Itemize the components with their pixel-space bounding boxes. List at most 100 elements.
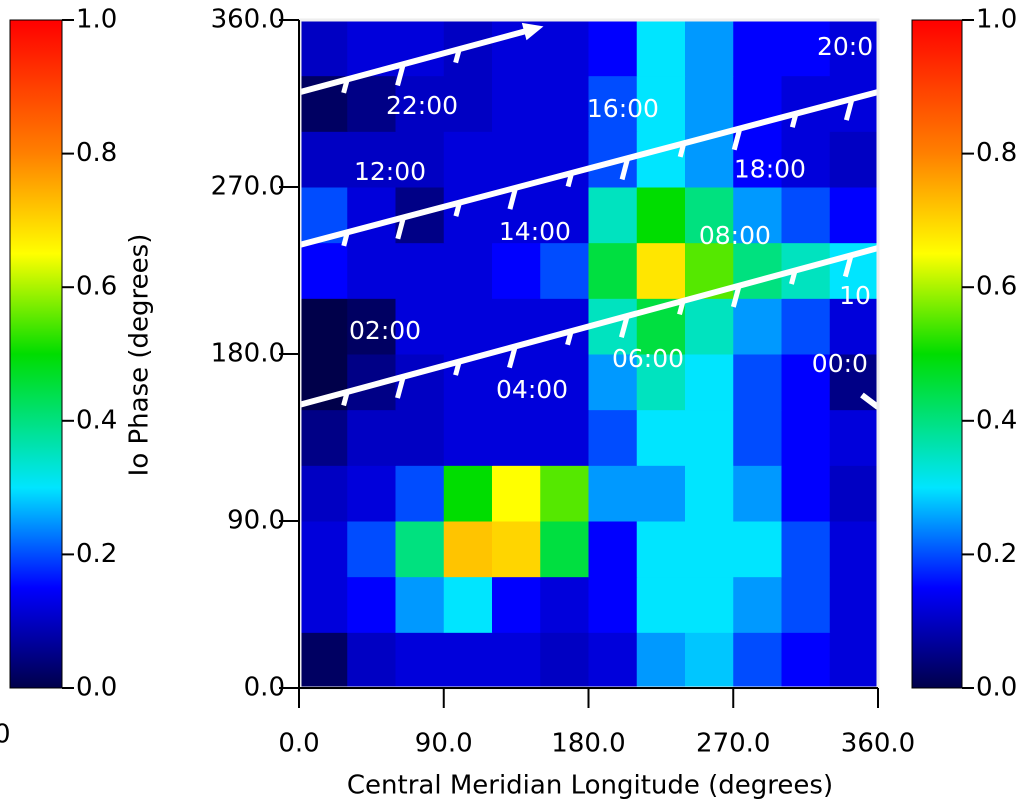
track-tick: [341, 78, 350, 94]
heat-cell: [733, 242, 782, 299]
annotation: 18:00: [734, 154, 806, 183]
heat-cell: [395, 75, 445, 132]
annotation: 06:00: [612, 344, 684, 373]
track-tick: [395, 63, 406, 87]
track-tick: [618, 315, 630, 338]
heat-cell: [685, 20, 734, 77]
heat-cell: [781, 131, 831, 188]
heat-cell: [781, 409, 831, 466]
heat-cell: [540, 187, 589, 244]
heat-cell: [636, 465, 686, 522]
track-tick: [453, 202, 462, 217]
heat-cell: [492, 354, 541, 411]
track-tick: [842, 254, 854, 278]
track-tick: [677, 142, 687, 158]
heat-cell: [636, 521, 686, 578]
heat-cell: [588, 242, 638, 299]
track-tick: [453, 48, 462, 64]
heat-cell: [829, 131, 878, 188]
annotation: 12:00: [354, 157, 426, 186]
heat-cell: [636, 187, 686, 244]
heat-cell: [540, 242, 589, 299]
heat-cell: [299, 632, 348, 688]
heat-cell: [588, 576, 638, 633]
track-tick: [731, 127, 743, 151]
track-tick: [789, 269, 798, 285]
heat-cell: [685, 521, 734, 578]
track-tick: [507, 345, 518, 369]
heat-cell: [781, 576, 831, 633]
heat-cell: [829, 20, 878, 77]
heat-cell: [588, 632, 638, 688]
y-tick-label: 0.0: [244, 673, 285, 703]
colorbar-tick-label: 0.6: [76, 272, 117, 302]
heat-cell: [492, 131, 541, 188]
heat-cell: [636, 20, 686, 77]
corner-fragment: 0: [0, 720, 11, 750]
heat-cell: [492, 75, 541, 132]
heat-cell: [636, 576, 686, 633]
heat-cell: [588, 409, 638, 466]
y-tick-label: 180.0: [211, 339, 285, 369]
heat-cell: [733, 298, 782, 355]
heat-cell: [540, 75, 589, 132]
track-tick: [453, 360, 462, 376]
heat-cell: [733, 465, 782, 522]
heat-cell: [733, 409, 782, 466]
heat-cell: [636, 354, 686, 411]
heat-cell: [443, 632, 493, 688]
heat-cell: [347, 242, 396, 299]
colorbar-tick-label: 0.4: [76, 405, 117, 435]
annotation: 22:00: [386, 91, 458, 120]
heat-cell: [540, 354, 589, 411]
track-tick: [789, 113, 799, 128]
heat-cell: [733, 521, 782, 578]
x-tick-label: 270.0: [696, 729, 770, 759]
annotation: 14:00: [499, 217, 571, 246]
track-line: [299, 27, 531, 96]
heat-cell: [395, 409, 445, 466]
heat-cell: [299, 298, 348, 355]
heat-cell: [443, 242, 493, 299]
heat-cell: [395, 521, 445, 578]
annotation: 02:00: [349, 316, 421, 345]
heat-cell: [540, 521, 589, 578]
colorbar-tick-label: 0.4: [976, 405, 1017, 435]
heat-cell: [443, 75, 493, 132]
y-axis-title: Io Phase (degrees): [125, 234, 155, 477]
heat-cell: [781, 632, 831, 688]
x-axis-title: Central Meridian Longitude (degrees): [347, 771, 833, 801]
heat-cell: [781, 20, 831, 77]
heat-cell: [299, 242, 348, 299]
colorbar-tick-label: 1.0: [76, 5, 117, 35]
heat-cell: [588, 354, 638, 411]
heat-cell: [395, 632, 445, 688]
colorbar-tick-label: 0.8: [976, 138, 1017, 168]
track-tick: [619, 157, 631, 181]
heat-cell: [347, 521, 396, 578]
heat-cell: [685, 409, 734, 466]
heat-cell: [395, 242, 445, 299]
heat-cell: [685, 187, 734, 244]
annotation: 10: [839, 281, 871, 310]
heat-cell: [733, 20, 782, 77]
overlay: 22:00 16:00 20:0 12:00 18:00 14:00 08:00 10 02:0…: [299, 22, 878, 410]
track-tick: [677, 300, 686, 316]
heat-cell: [443, 409, 493, 466]
heat-cell: [588, 20, 638, 77]
heat-cell: [685, 298, 734, 355]
heat-cell: [636, 131, 686, 188]
colorbar-tick-label: 1.0: [976, 5, 1017, 35]
heat-cell: [299, 576, 348, 633]
heat-cell: [492, 242, 541, 299]
x-tick-label: 180.0: [551, 729, 625, 759]
annotation: 20:0: [817, 32, 873, 61]
annotation: 04:00: [496, 375, 568, 404]
heat-cell: [636, 632, 686, 688]
track-tick: [507, 187, 518, 210]
colorbar-tick-label: 0.2: [76, 539, 117, 569]
heat-cell: [685, 576, 734, 633]
heat-cell: [299, 20, 348, 77]
heat-cell: [395, 298, 445, 355]
heat-cell: [395, 465, 445, 522]
